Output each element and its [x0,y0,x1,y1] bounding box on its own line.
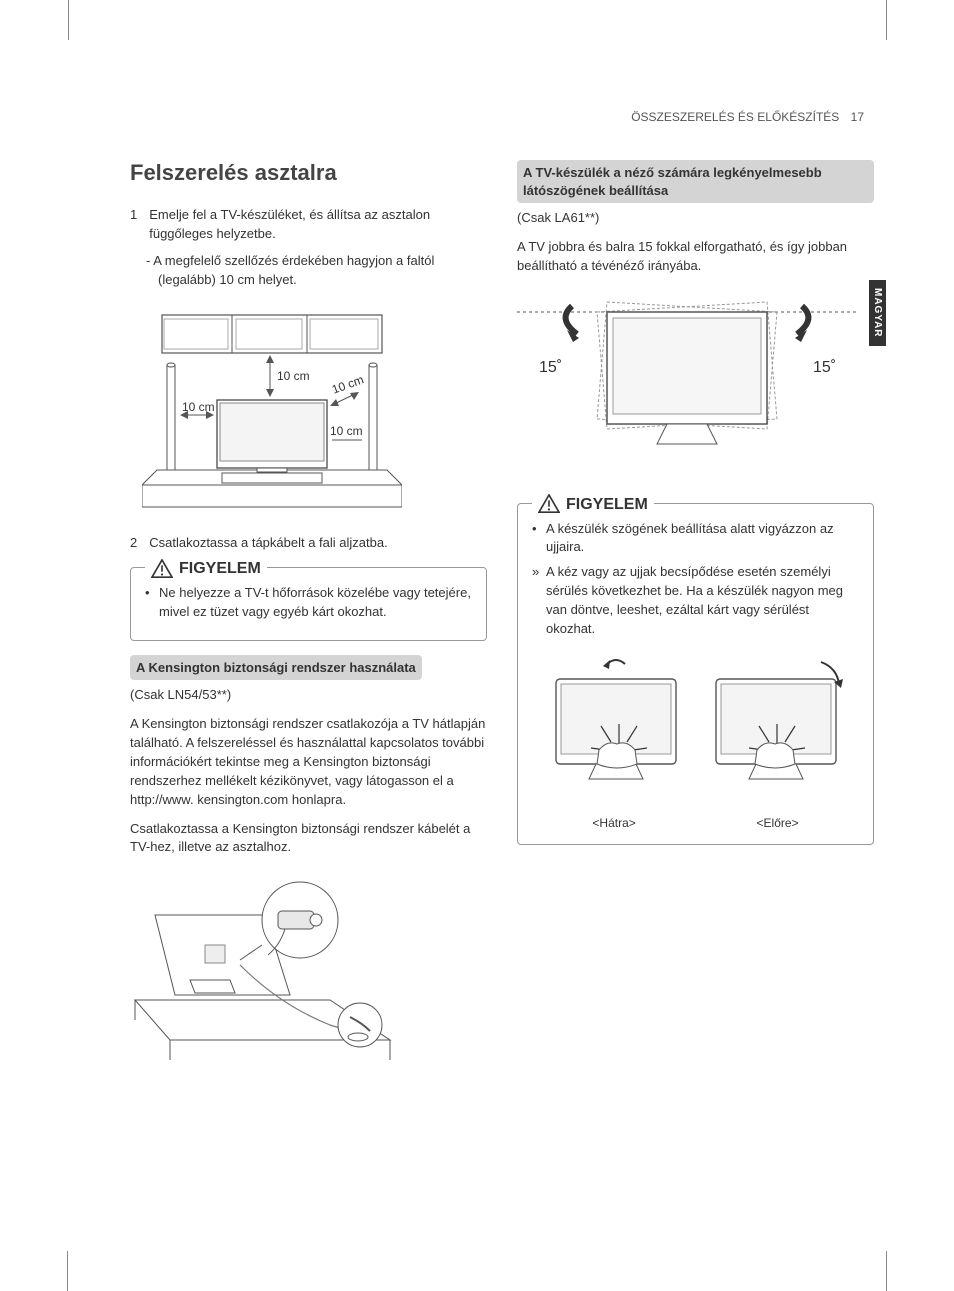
step-text: Emelje fel a TV-készüléket, és állítsa a… [149,206,487,244]
caution-text: Ne helyezze a TV-t hőforrások közelébe v… [145,584,472,622]
warning-icon [151,559,173,579]
crop-mark [846,0,886,40]
swivel-diagram: 15˚ 15˚ [517,294,857,464]
step-number: 2 [130,534,137,553]
swivel-model-note: (Csak LA61**) [517,209,874,228]
warning-icon [538,494,560,514]
crop-mark [68,1251,108,1291]
tilt-diagram [541,649,851,809]
kensington-paragraph-1: A Kensington biztonsági rendszer csatlak… [130,715,487,809]
header-section: ÖSSZESZERELÉS ÉS ELŐKÉSZÍTÉS [631,110,839,124]
step-1-sub: A megfelelő szellőzés érdekében hagyjon … [130,252,487,290]
page-body: Felszerelés asztalra 1 Emelje fel a TV-k… [0,0,954,1130]
tilt-back-label: <Hátra> [592,815,635,832]
caution-box-tilt: FIGYELEM A készülék szögének beállítása … [517,503,874,845]
tilt-labels: <Hátra> <Előre> [532,815,859,832]
section-title: Felszerelés asztalra [130,160,487,186]
kensington-diagram [130,875,400,1065]
swivel-right-angle: 15˚ [813,359,836,376]
left-column: Felszerelés asztalra 1 Emelje fel a TV-k… [130,100,487,1070]
crop-mark [68,0,108,40]
right-column: A TV-készülék a néző számára legkényelme… [517,100,874,1070]
step-2: 2 Csatlakoztassa a tápkábelt a fali aljz… [130,534,487,553]
caution-label: FIGYELEM [179,557,261,580]
caution-title: FIGYELEM [532,493,654,516]
page-header: ÖSSZESZERELÉS ÉS ELŐKÉSZÍTÉS 17 [631,110,864,124]
caution-bullet-2: A kéz vagy az ujjak becsípődése esetén s… [532,563,859,638]
caution-label: FIGYELEM [566,493,648,516]
kensington-model-note: (Csak LN54/53**) [130,686,487,705]
step-text: Csatlakoztassa a tápkábelt a fali aljzat… [149,534,387,553]
crop-mark [846,1251,886,1291]
caution-bullet-1: A készülék szögének beállítása alatt vig… [532,520,859,558]
step-number: 1 [130,206,137,244]
caution-box-heat: FIGYELEM Ne helyezze a TV-t hőforrások k… [130,567,487,641]
dim-top: 10 cm [277,369,310,383]
tilt-front-label: <Előre> [757,815,799,832]
caution-title: FIGYELEM [145,557,267,580]
clearance-diagram: 10 cm 10 cm 10 cm 10 cm [142,305,402,515]
swivel-paragraph: A TV jobbra és balra 15 fokkal elforgath… [517,238,874,276]
kensington-paragraph-2: Csatlakoztassa a Kensington biztonsági r… [130,820,487,858]
dim-left: 10 cm [182,400,215,414]
step-1: 1 Emelje fel a TV-készüléket, és állítsa… [130,206,487,244]
swivel-heading: A TV-készülék a néző számára legkényelme… [517,160,874,203]
dim-right: 10 cm [330,373,366,397]
swivel-left-angle: 15˚ [539,359,562,376]
header-page-number: 17 [851,110,864,124]
kensington-heading: A Kensington biztonsági rendszer használ… [130,655,422,681]
language-tab: MAGYAR [869,280,886,346]
dim-rightlow: 10 cm [330,424,363,438]
